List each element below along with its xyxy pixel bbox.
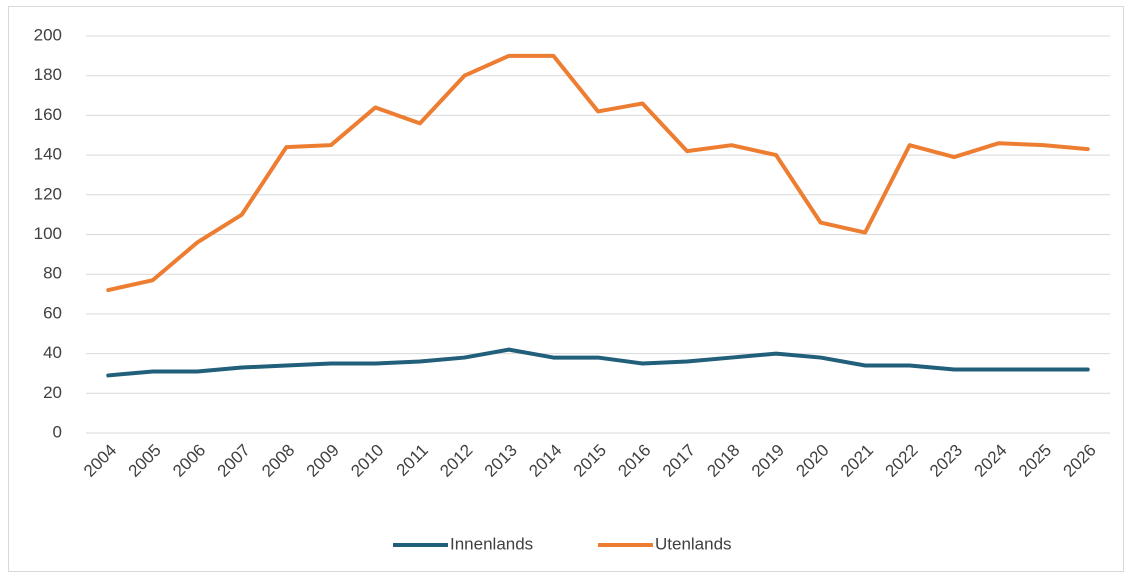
chart-border — [8, 6, 1124, 572]
y-tick-label: 120 — [34, 184, 62, 203]
y-tick-label: 20 — [43, 383, 62, 402]
y-tick-label: 60 — [43, 303, 62, 322]
y-tick-label: 0 — [53, 422, 62, 441]
line-series — [106, 53, 1090, 293]
y-tick-label: 140 — [34, 145, 62, 164]
y-tick-label: 160 — [34, 105, 62, 124]
legend-label: Utenlands — [655, 534, 732, 553]
line-series — [106, 347, 1090, 378]
y-tick-label: 200 — [34, 25, 62, 44]
legend-label: Innenlands — [450, 534, 533, 553]
y-tick-label: 180 — [34, 65, 62, 84]
y-tick-label: 80 — [43, 264, 62, 283]
y-tick-label: 40 — [43, 343, 62, 362]
y-tick-label: 100 — [34, 224, 62, 243]
